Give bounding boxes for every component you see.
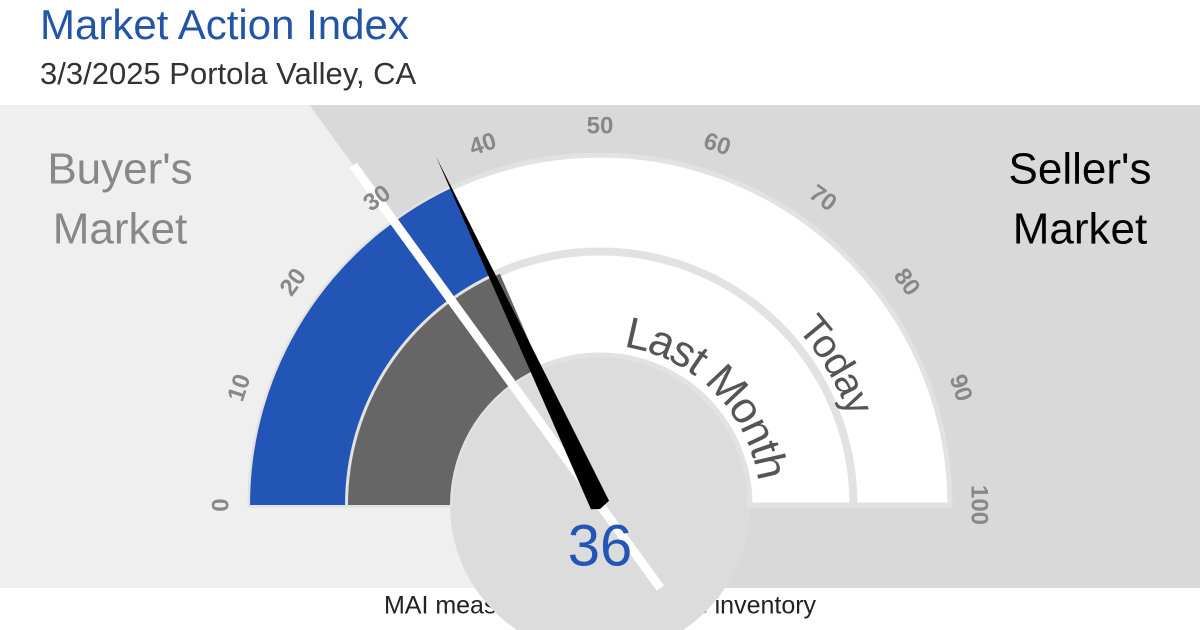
chart-title: Market Action Index bbox=[40, 1, 409, 48]
zone-label: Market bbox=[53, 205, 187, 254]
tick-label: 100 bbox=[966, 485, 993, 525]
zone-label: Buyer's bbox=[47, 145, 192, 194]
needle bbox=[436, 156, 610, 510]
tick-label: 50 bbox=[587, 112, 614, 139]
chart-subtitle: 3/3/2025 Portola Valley, CA bbox=[40, 56, 417, 91]
zone-label: Seller's bbox=[1009, 145, 1152, 194]
value-label: 36 bbox=[568, 513, 633, 578]
tick-label: 0 bbox=[207, 498, 234, 511]
gauge-fill bbox=[348, 273, 541, 505]
zone-label: Market bbox=[1013, 205, 1147, 254]
threshold-line bbox=[349, 162, 664, 591]
